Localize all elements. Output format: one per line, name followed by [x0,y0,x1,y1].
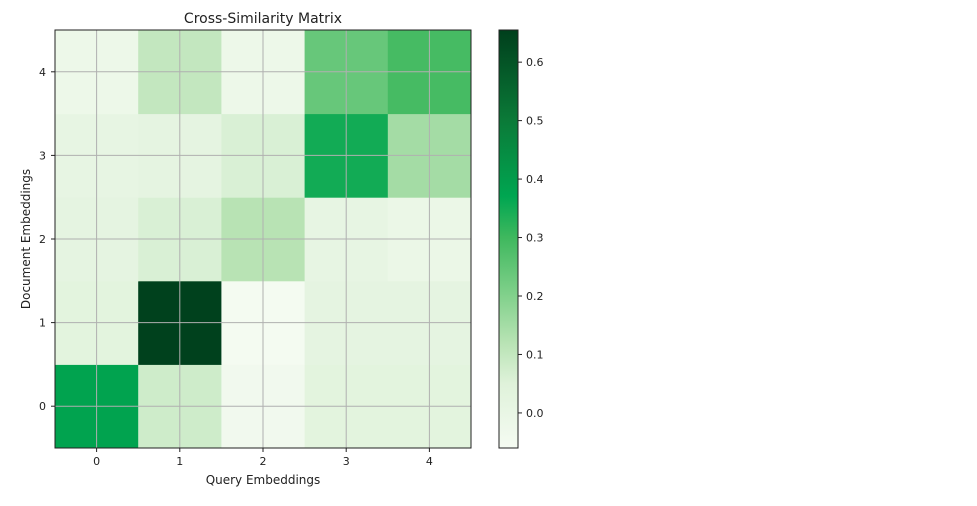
colorbar-tick-label: 0.0 [526,407,544,420]
colorbar [498,29,519,449]
x-axis-label: Query Embeddings [206,473,321,487]
y-axis-label: Document Embeddings [19,169,33,309]
y-tick-label: 2 [39,233,46,246]
colorbar-tick-label: 0.1 [526,348,544,361]
y-tick-label: 3 [39,149,46,162]
colorbar-tick-label: 0.6 [526,56,544,69]
colorbar-tick-label: 0.5 [526,115,544,128]
x-tick-label: 3 [343,455,350,468]
x-tick-label: 1 [176,455,183,468]
y-tick-label: 0 [39,400,46,413]
x-tick-label: 0 [93,455,100,468]
y-tick-label: 1 [39,317,46,330]
colorbar-tick-label: 0.4 [526,173,544,186]
colorbar-tick-label: 0.3 [526,232,544,245]
x-tick-label: 2 [260,455,267,468]
x-tick-label: 4 [426,455,433,468]
chart-title: Cross-Similarity Matrix [184,11,342,27]
colorbar-tick-label: 0.2 [526,290,544,303]
y-tick-label: 4 [39,66,46,79]
